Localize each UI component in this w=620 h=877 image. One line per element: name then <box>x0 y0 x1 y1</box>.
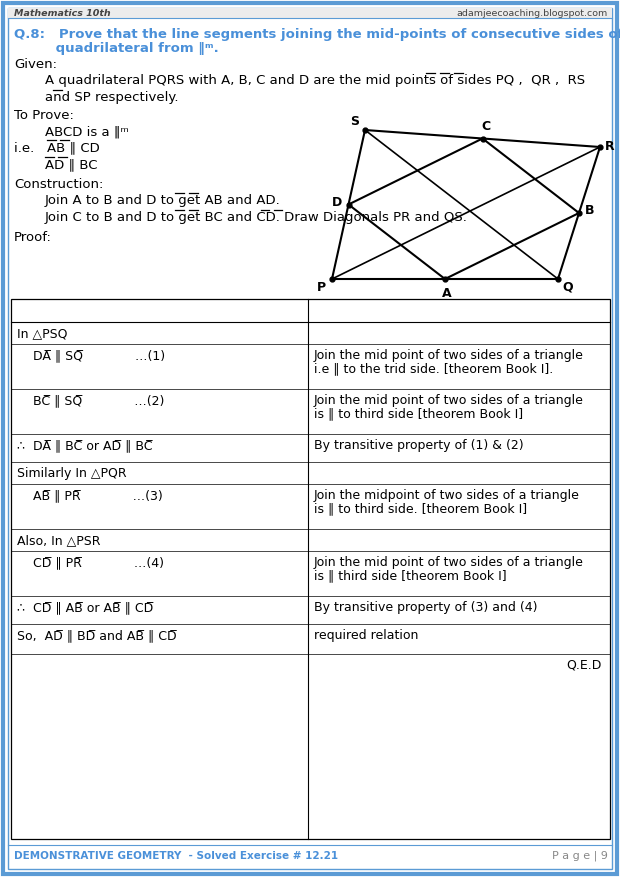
Text: is ∥ to third side [theorem Book I]: is ∥ to third side [theorem Book I] <box>314 408 523 420</box>
Text: Q: Q <box>562 281 573 294</box>
Text: Join A to B and D to get AB and AD.: Join A to B and D to get AB and AD. <box>45 194 281 207</box>
Text: P a g e | 9: P a g e | 9 <box>552 851 608 861</box>
Text: Q.8:   Prove that the line segments joining the mid-points of consecutive sides : Q.8: Prove that the line segments joinin… <box>14 28 620 41</box>
Text: DA̅ ∥ SQ̅             …(1): DA̅ ∥ SQ̅ …(1) <box>17 349 165 362</box>
Text: CD̅ ∥ PR̅             …(4): CD̅ ∥ PR̅ …(4) <box>17 556 164 569</box>
Text: A: A <box>442 287 452 300</box>
Text: Q.E.D: Q.E.D <box>567 659 602 672</box>
Text: required relation: required relation <box>314 629 419 642</box>
Bar <box>8 8 612 18</box>
Text: is ∥ to third side. [theorem Book I]: is ∥ to third side. [theorem Book I] <box>314 503 527 516</box>
Text: Join the mid point of two sides of a triangle: Join the mid point of two sides of a tri… <box>314 394 584 407</box>
Text: adamjeecoaching.blogspot.com: adamjeecoaching.blogspot.com <box>457 9 608 18</box>
Text: i.e.   AB ∥ CD: i.e. AB ∥ CD <box>14 141 100 154</box>
Text: C: C <box>481 119 490 132</box>
Text: B: B <box>585 204 595 217</box>
Text: and SP respectively.: and SP respectively. <box>45 91 179 104</box>
Text: So,  AD̅ ∥ BD̅ and AB̅ ∥ CD̅: So, AD̅ ∥ BD̅ and AB̅ ∥ CD̅ <box>17 629 177 642</box>
Text: A quadrilateral PQRS with A, B, C and D are the mid points of sides PQ ,  QR ,  : A quadrilateral PQRS with A, B, C and D … <box>45 74 585 87</box>
Text: Reasons: Reasons <box>432 304 487 317</box>
Text: Statements: Statements <box>121 304 198 317</box>
Text: ∴  CD̅ ∥ AB̅ or AB̅ ∥ CD̅: ∴ CD̅ ∥ AB̅ or AB̅ ∥ CD̅ <box>17 601 153 614</box>
Text: Join C to B and D to get BC and CD. Draw Diagonals PR and QS.: Join C to B and D to get BC and CD. Draw… <box>45 211 468 224</box>
Text: S: S <box>350 115 359 128</box>
Bar <box>11 299 610 839</box>
Text: Join the mid point of two sides of a triangle: Join the mid point of two sides of a tri… <box>314 556 584 569</box>
Text: i.e ∥ to the trid side. [theorem Book I].: i.e ∥ to the trid side. [theorem Book I]… <box>314 362 553 375</box>
Text: Similarly In △PQR: Similarly In △PQR <box>17 467 126 480</box>
Text: P: P <box>317 281 326 294</box>
Text: Mathematics 10th: Mathematics 10th <box>14 9 110 18</box>
Text: Also, In △PSR: Also, In △PSR <box>17 534 100 547</box>
Text: ∴  DA̅ ∥ BC̅ or AD̅ ∥ BC̅: ∴ DA̅ ∥ BC̅ or AD̅ ∥ BC̅ <box>17 439 153 452</box>
Text: AB̅ ∥ PR̅             …(3): AB̅ ∥ PR̅ …(3) <box>17 489 162 502</box>
Text: AD ∥ BC: AD ∥ BC <box>45 158 97 171</box>
Text: R: R <box>605 139 614 153</box>
Text: D: D <box>332 196 342 209</box>
Text: is ∥ third side [theorem Book I]: is ∥ third side [theorem Book I] <box>314 569 507 582</box>
Text: quadrilateral from ‖ᵐ.: quadrilateral from ‖ᵐ. <box>14 42 219 55</box>
Text: ABCD is a ‖ᵐ: ABCD is a ‖ᵐ <box>45 125 129 138</box>
Text: DEMONSTRATIVE GEOMETRY  - Solved Exercise # 12.21: DEMONSTRATIVE GEOMETRY - Solved Exercise… <box>14 851 338 861</box>
Text: BC̅ ∥ SQ̅             …(2): BC̅ ∥ SQ̅ …(2) <box>17 394 164 407</box>
Text: Given:: Given: <box>14 58 57 71</box>
Text: Construction:: Construction: <box>14 178 104 191</box>
Text: To Prove:: To Prove: <box>14 109 74 122</box>
Text: Proof:: Proof: <box>14 231 52 244</box>
Text: In △PSQ: In △PSQ <box>17 327 68 340</box>
Text: Join the midpoint of two sides of a triangle: Join the midpoint of two sides of a tria… <box>314 489 580 502</box>
Text: By transitive property of (1) & (2): By transitive property of (1) & (2) <box>314 439 524 452</box>
Text: Join the mid point of two sides of a triangle: Join the mid point of two sides of a tri… <box>314 349 584 362</box>
Text: By transitive property of (3) and (4): By transitive property of (3) and (4) <box>314 601 538 614</box>
